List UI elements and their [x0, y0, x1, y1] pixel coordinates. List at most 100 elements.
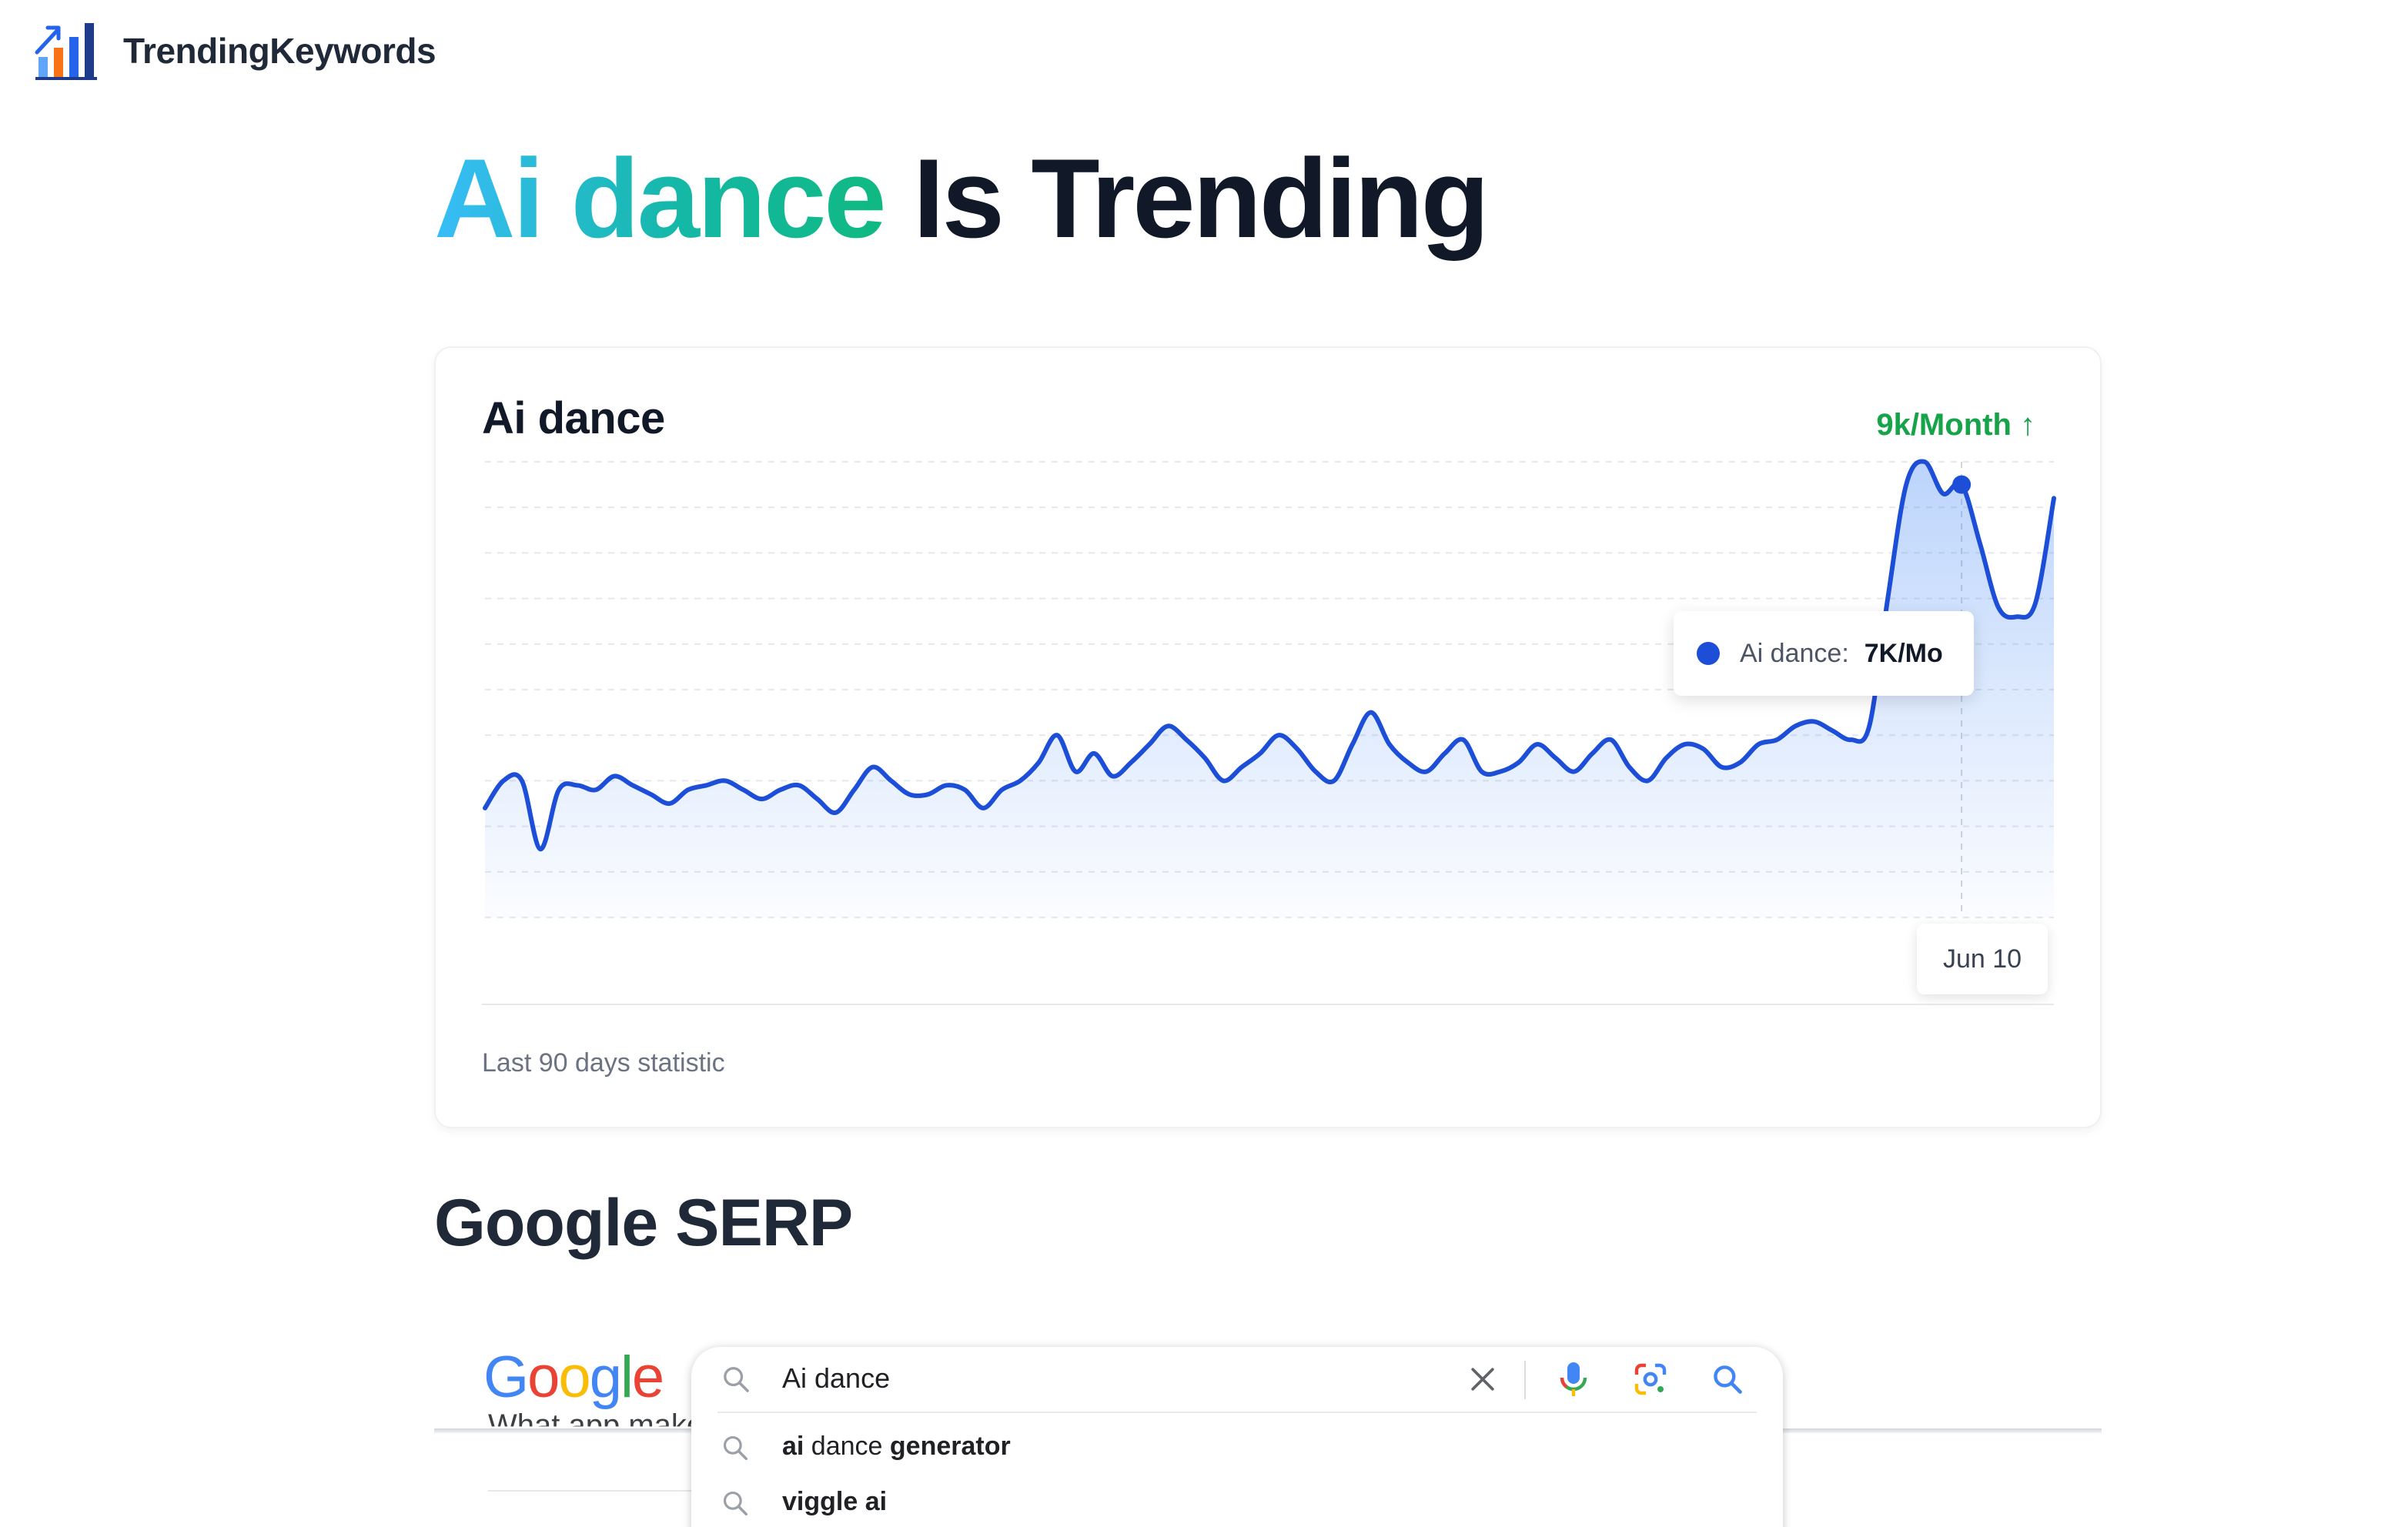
data-point[interactable]: [1366, 708, 1376, 717]
data-point[interactable]: [1625, 763, 1634, 772]
data-point[interactable]: [665, 799, 674, 808]
data-point[interactable]: [813, 794, 822, 804]
suggestion-item[interactable]: ai dance generator: [691, 1421, 1783, 1475]
data-point[interactable]: [1809, 717, 1818, 726]
data-point[interactable]: [1735, 758, 1744, 767]
data-point[interactable]: [2012, 612, 2022, 621]
data-point[interactable]: [776, 785, 785, 794]
data-point[interactable]: [1089, 749, 1099, 758]
data-point[interactable]: [1403, 758, 1413, 767]
data-point[interactable]: [978, 804, 988, 813]
data-point[interactable]: [1052, 730, 1062, 740]
data-point[interactable]: [721, 776, 730, 785]
microphone-icon[interactable]: [1557, 1359, 1590, 1399]
data-point[interactable]: [886, 776, 895, 785]
data-point[interactable]: [1551, 753, 1560, 763]
data-point[interactable]: [1311, 767, 1320, 777]
data-point[interactable]: [1145, 740, 1154, 749]
data-point[interactable]: [1975, 540, 1985, 549]
data-point[interactable]: [758, 794, 767, 804]
data-point[interactable]: [1163, 721, 1172, 730]
data-point[interactable]: [573, 780, 582, 790]
data-point[interactable]: [1994, 603, 2003, 612]
data-point[interactable]: [628, 780, 637, 790]
search-input[interactable]: Ai dance: [782, 1362, 891, 1394]
data-point[interactable]: [1274, 730, 1283, 740]
data-point[interactable]: [647, 790, 656, 799]
data-point[interactable]: [1791, 721, 1800, 730]
data-point[interactable]: [1661, 753, 1671, 763]
data-point[interactable]: [702, 780, 711, 790]
data-point[interactable]: [536, 844, 545, 854]
data-point[interactable]: [1071, 767, 1080, 777]
data-point[interactable]: [1588, 749, 1597, 758]
data-point[interactable]: [1920, 457, 1929, 466]
data-point[interactable]: [997, 785, 1006, 794]
data-point[interactable]: [1883, 594, 1892, 603]
data-point[interactable]: [1533, 740, 1542, 749]
data-point[interactable]: [850, 785, 859, 794]
data-point[interactable]: [591, 785, 600, 794]
data-point[interactable]: [1644, 776, 1653, 785]
data-point[interactable]: [2049, 493, 2059, 503]
data-point[interactable]: [831, 808, 841, 817]
data-point[interactable]: [1754, 740, 1763, 749]
data-point[interactable]: [794, 780, 804, 790]
data-point[interactable]: [1237, 763, 1246, 772]
data-point[interactable]: [1182, 735, 1191, 744]
data-point[interactable]: [1034, 758, 1043, 767]
trend-chart[interactable]: [436, 348, 2103, 1130]
data-point[interactable]: [1846, 735, 1855, 744]
google-logo[interactable]: Google: [483, 1345, 664, 1410]
data-point[interactable]: [941, 780, 951, 790]
data-point[interactable]: [1496, 767, 1505, 777]
data-point[interactable]: [1717, 763, 1726, 772]
data-point[interactable]: [1680, 740, 1689, 749]
data-point[interactable]: [1200, 753, 1209, 763]
data-point[interactable]: [1440, 749, 1450, 758]
data-point[interactable]: [1865, 721, 1874, 730]
data-point[interactable]: [517, 776, 527, 785]
data-point[interactable]: [1570, 767, 1579, 777]
data-point[interactable]: [1459, 735, 1468, 744]
series-line-ai-dance: [483, 459, 2056, 852]
data-point[interactable]: [1329, 776, 1339, 785]
data-point[interactable]: [1698, 744, 1707, 753]
data-point[interactable]: [1385, 740, 1394, 749]
serp-result-title[interactable]: What app make: [488, 1408, 704, 1442]
data-point[interactable]: [1514, 758, 1523, 767]
suggestion-item[interactable]: viggle ai: [691, 1476, 1783, 1527]
data-point[interactable]: [739, 785, 748, 794]
google-search-box[interactable]: Ai dance: [691, 1347, 1783, 1527]
data-point[interactable]: [1477, 767, 1487, 777]
brand[interactable]: TrendingKeywords: [34, 18, 436, 83]
google-lens-icon[interactable]: [1632, 1361, 1669, 1398]
data-point[interactable]: [960, 785, 969, 794]
search-submit-icon[interactable]: [1711, 1362, 1744, 1396]
search-row: Ai dance: [691, 1347, 1783, 1412]
hovered-data-point[interactable]: [1952, 475, 1972, 494]
data-point[interactable]: [1828, 726, 1837, 735]
close-icon[interactable]: [1466, 1362, 1500, 1396]
data-point[interactable]: [554, 785, 564, 794]
data-point[interactable]: [905, 790, 914, 799]
data-point[interactable]: [1938, 489, 1948, 498]
data-point[interactable]: [499, 776, 508, 785]
data-point[interactable]: [1607, 735, 1616, 744]
data-point[interactable]: [1108, 771, 1117, 780]
data-point[interactable]: [1772, 735, 1781, 744]
data-point[interactable]: [1219, 776, 1228, 785]
data-point[interactable]: [1126, 758, 1135, 767]
data-point[interactable]: [868, 763, 878, 772]
data-point[interactable]: [1256, 749, 1265, 758]
data-point[interactable]: [1422, 767, 1431, 777]
data-point[interactable]: [923, 790, 932, 799]
data-point[interactable]: [1293, 744, 1302, 753]
data-point[interactable]: [2031, 599, 2040, 608]
data-point[interactable]: [1901, 480, 1911, 490]
data-point[interactable]: [480, 804, 490, 813]
data-point[interactable]: [1015, 776, 1025, 785]
data-point[interactable]: [610, 771, 619, 780]
data-point[interactable]: [1348, 740, 1357, 749]
data-point[interactable]: [684, 785, 693, 794]
